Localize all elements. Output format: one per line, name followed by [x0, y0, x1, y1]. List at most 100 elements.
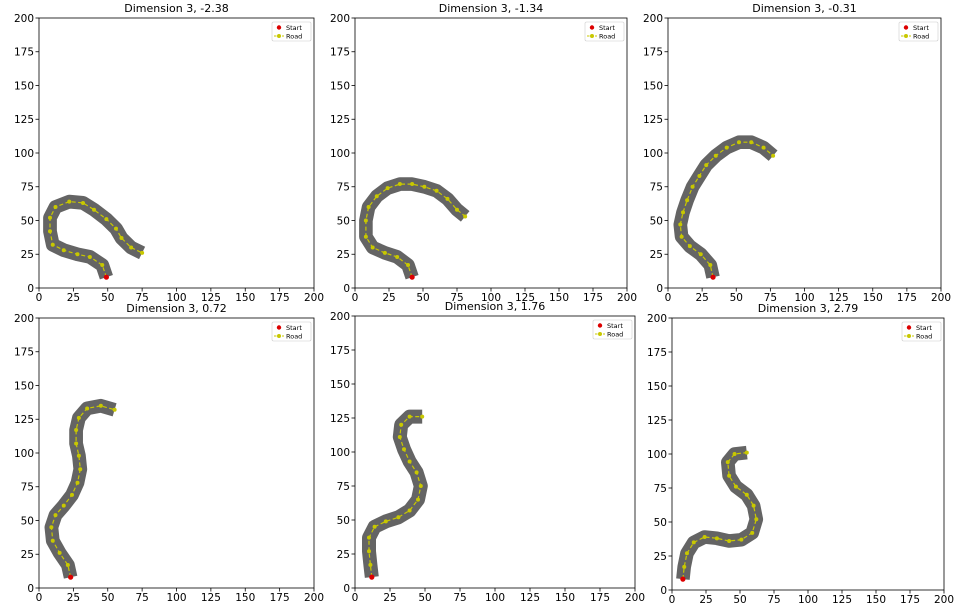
x-tick-label: 100 [794, 292, 814, 304]
legend-road-marker [904, 34, 908, 38]
road-point [65, 563, 70, 568]
road-point [397, 182, 402, 187]
road-point [714, 536, 719, 541]
road-point [363, 234, 368, 239]
subplot-4: Dimension 3, 0.72 0 25 50 75 100 125 150 175 200 0… [14, 302, 324, 604]
x-tick-label: 25 [699, 594, 712, 606]
road-point [383, 519, 388, 524]
x-tick-label: 125 [515, 292, 535, 304]
y-tick-label: 25 [654, 551, 667, 563]
start-point [369, 574, 375, 580]
road-point [367, 535, 371, 540]
y-tick-label: 0 [343, 283, 350, 295]
road-point [50, 538, 55, 543]
legend-road-label: Road [607, 331, 623, 339]
road-point [74, 428, 79, 433]
y-tick-label: 125 [330, 413, 350, 425]
start-point [409, 274, 415, 280]
road-point [129, 245, 134, 250]
road-point [363, 218, 368, 223]
legend-start-label: Start [286, 24, 302, 32]
road-point [140, 250, 145, 255]
road-point [78, 467, 83, 472]
y-tick-label: 50 [21, 515, 34, 527]
y-tick-label: 0 [27, 583, 34, 595]
road-point [463, 214, 468, 219]
road-point [422, 184, 427, 189]
road-point [100, 263, 105, 268]
road-point [74, 441, 79, 446]
y-tick-label: 175 [330, 47, 350, 59]
road-point [708, 263, 713, 268]
subplot-5: Dimension 3, 1.76 0 25 50 75 100 125 150 175 200 0… [330, 300, 645, 604]
road-point [704, 163, 709, 168]
road-point [76, 415, 81, 420]
x-tick-label: 75 [450, 292, 463, 304]
road-point [366, 205, 371, 209]
y-tick-label: 50 [21, 215, 34, 227]
road-point [771, 153, 776, 158]
y-tick-label: 150 [14, 380, 34, 392]
road-point [57, 550, 62, 555]
y-tick-label: 175 [647, 347, 667, 359]
road-point [53, 513, 58, 518]
road-point [681, 210, 686, 215]
road-point [382, 250, 387, 255]
road-point [751, 503, 756, 508]
legend-road-label: Road [599, 33, 615, 41]
legend-box [901, 321, 942, 342]
x-tick-label: 50 [101, 292, 114, 304]
y-tick-label: 0 [343, 583, 350, 595]
x-tick-label: 75 [767, 594, 780, 606]
subplot-title: Dimension 3, -1.34 [439, 2, 543, 15]
y-tick-label: 75 [21, 482, 34, 494]
x-tick-label: 100 [481, 292, 501, 304]
legend-road-label: Road [916, 333, 932, 341]
road-point [420, 414, 425, 419]
y-tick-label: 25 [337, 549, 350, 561]
road-point [682, 564, 687, 569]
road-point [114, 226, 118, 231]
road-point [727, 473, 732, 478]
y-tick-label: 50 [337, 515, 350, 527]
road-point [407, 508, 412, 513]
x-tick-label: 125 [520, 592, 540, 604]
legend-start-label: Start [599, 24, 615, 32]
x-tick-label: 0 [352, 292, 359, 304]
road-point [397, 435, 402, 440]
y-tick-label: 25 [21, 249, 34, 261]
x-tick-label: 150 [866, 594, 886, 606]
x-tick-label: 150 [235, 292, 255, 304]
road-point [725, 460, 730, 465]
road-point [367, 549, 371, 554]
legend-road-label: Road [913, 33, 929, 41]
x-tick-label: 25 [383, 592, 396, 604]
road-point [445, 196, 450, 201]
y-tick-label: 150 [330, 80, 350, 92]
road-line [365, 183, 466, 278]
subplot-title: Dimension 3, 0.72 [126, 302, 226, 315]
legend-start-label: Start [913, 24, 929, 32]
legend-start-marker [276, 25, 282, 30]
road-point [713, 153, 718, 158]
x-tick-label: 75 [764, 292, 777, 304]
y-tick-label: 0 [656, 283, 663, 295]
y-tick-label: 100 [14, 448, 34, 460]
x-tick-label: 50 [730, 292, 743, 304]
road-point [407, 414, 412, 419]
legend-road-marker [277, 334, 281, 338]
x-tick-label: 100 [798, 594, 818, 606]
x-tick-label: 125 [832, 594, 852, 606]
y-tick-label: 200 [14, 13, 34, 25]
road-point [698, 252, 703, 257]
x-tick-label: 50 [418, 592, 431, 604]
x-tick-label: 0 [669, 594, 676, 606]
y-tick-label: 25 [337, 249, 350, 261]
legend-road-label: Road [286, 333, 302, 341]
road-point [87, 254, 92, 259]
x-tick-label: 175 [270, 592, 290, 604]
x-tick-label: 200 [625, 592, 645, 604]
